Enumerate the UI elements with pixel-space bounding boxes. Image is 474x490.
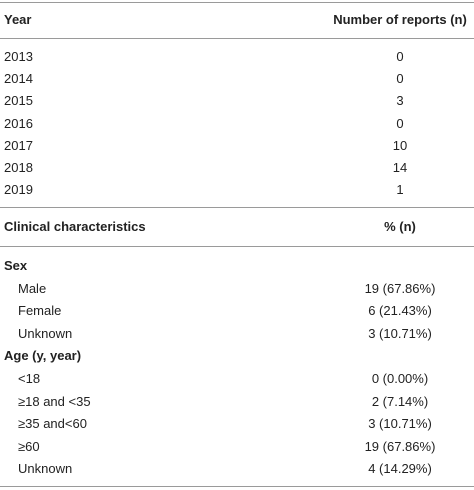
rule (0, 246, 474, 247)
year-row-value: 0 (396, 49, 404, 64)
year-row-value: 0 (396, 71, 404, 87)
year-row-label: 2017 (4, 137, 33, 153)
year-row-label: 2015 (4, 93, 33, 109)
header-row-label: Clinical characteristics (4, 219, 146, 234)
year-row-value: 1 (396, 182, 404, 198)
data-row-label: Male (18, 280, 47, 296)
data-row: Unknown 4 (14.29%) (0, 458, 474, 480)
data-row-label: ≥18 and <35 (18, 393, 91, 409)
data-row-label: ≥60 (18, 438, 40, 454)
rule (0, 38, 474, 39)
year-row-value: 3 (396, 93, 404, 109)
year-row-label: 2013 (4, 49, 33, 64)
year-row: 2016 0 (0, 113, 474, 135)
year-row-label: 2019 (4, 182, 33, 198)
rule (0, 486, 474, 487)
data-row: ≥18 and <35 2 (7.14%) (0, 391, 474, 413)
data-row-label: Female (18, 303, 62, 319)
year-row-value: 10 (392, 137, 408, 153)
data-row-value: 4 (14.29%) (368, 461, 432, 477)
data-row: Male 19 (67.86%) (0, 278, 474, 300)
data-row-value: 3 (10.71%) (368, 416, 432, 432)
header-row: Clinical characteristics % (n) (0, 216, 474, 238)
data-row: Unknown 3 (10.71%) (0, 323, 474, 345)
data-row: <18 0 (0.00%) (0, 368, 474, 390)
header-row-label: Year (4, 12, 32, 27)
data-row-value: 19 (67.86%) (364, 280, 436, 296)
data-row-value: 6 (21.43%) (368, 303, 432, 319)
year-row: 2013 0 (0, 46, 474, 68)
data-row-label: <18 (18, 371, 41, 386)
year-row: 2015 3 (0, 90, 474, 112)
data-row: ≥60 19 (67.86%) (0, 436, 474, 458)
data-row-value: 19 (67.86%) (364, 438, 436, 454)
year-row: 2017 10 (0, 135, 474, 157)
data-row-value: 3 (10.71%) (368, 325, 432, 341)
year-row: 2019 1 (0, 179, 474, 201)
header-row-value: Number of reports (n) (333, 12, 467, 27)
year-row-label: 2016 (4, 115, 33, 131)
data-row-label: Unknown (18, 325, 73, 341)
header-row-value: % (n) (384, 219, 416, 234)
data-row: ≥35 and<60 3 (10.71%) (0, 413, 474, 435)
data-row-label: ≥35 and<60 (18, 416, 87, 432)
year-row-label: 2018 (4, 160, 33, 175)
data-row-label: Unknown (18, 461, 73, 477)
section-title-label: Age (y, year) (4, 348, 82, 364)
data-row-value: 0 (0.00%) (371, 371, 429, 386)
year-row-label: 2014 (4, 71, 33, 87)
section-title: Age (y, year) (0, 345, 474, 367)
year-row-value: 14 (392, 160, 408, 175)
section-title: Sex (0, 255, 474, 277)
rule (0, 207, 474, 208)
data-row-value: 2 (7.14%) (371, 393, 429, 409)
year-row: 2018 14 (0, 157, 474, 179)
rule (0, 2, 474, 3)
year-row-value: 0 (396, 115, 404, 131)
data-row: Female 6 (21.43%) (0, 300, 474, 322)
header-row: Year Number of reports (n) (0, 9, 474, 31)
section-title-label: Sex (4, 258, 28, 273)
year-row: 2014 0 (0, 68, 474, 90)
